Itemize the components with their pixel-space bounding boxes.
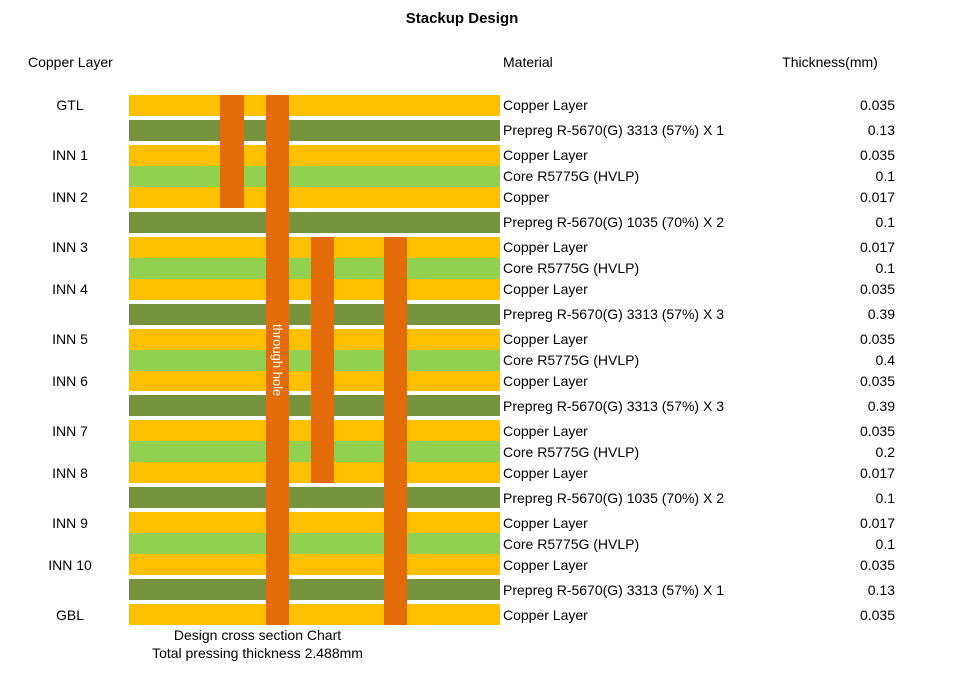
layer-row-label: INN 4 [52,281,88,298]
thickness-value: 0.035 [859,147,895,164]
footer-total-thickness: Total pressing thickness 2.488mm [152,645,363,661]
material-label: Copper Layer [503,281,588,298]
material-label: Copper Layer [503,514,588,531]
thickness-value: 0.4 [875,352,895,369]
layer-row-label: GTL [56,97,84,114]
layer-band-prepreg [129,487,500,509]
thickness-value: 0.017 [859,464,895,481]
column-header-thickness: Thickness(mm) [782,54,878,70]
layer-row-label: INN 10 [48,556,92,573]
layer-band-prepreg [129,579,500,601]
thickness-value: 0.035 [859,331,895,348]
material-label: Copper Layer [503,239,588,256]
material-label: Copper Layer [503,97,588,114]
thickness-value: 0.13 [867,581,895,598]
layer-row-label: INN 8 [52,464,88,481]
material-label: Copper Layer [503,556,588,573]
layer-band-copper [129,554,500,576]
column-header-copper-layer: Copper Layer [28,54,113,70]
layer-band-prepreg [129,211,500,233]
thickness-value: 0.1 [875,214,895,231]
footer-caption: Design cross section Chart [173,627,342,643]
thickness-value: 0.017 [859,239,895,256]
layer-band-copper [129,144,500,166]
thickness-value: 0.035 [859,281,895,298]
layer-row-label: INN 1 [52,147,88,164]
thickness-value: 0.017 [859,189,895,206]
thickness-value: 0.1 [875,535,895,552]
material-label: Prepreg R-5670(G) 3313 (57%) X 1 [503,581,724,598]
layer-row-label: GBL [55,606,84,623]
thickness-value: 0.2 [875,443,895,460]
chart-title: Stackup Design [405,10,519,27]
material-label: Prepreg R-5670(G) 1035 (70%) X 2 [503,214,724,231]
column-header-material: Material [503,54,553,70]
thickness-value: 0.035 [859,422,895,439]
material-label: Prepreg R-5670(G) 1035 (70%) X 2 [503,489,724,506]
material-label: Copper Layer [503,464,588,481]
thickness-value: 0.39 [867,397,895,414]
thickness-value: 0.035 [859,97,895,114]
layer-band-copper [129,186,500,208]
layer-band-prepreg [129,119,500,141]
thickness-value: 0.035 [859,372,895,389]
material-label: Prepreg R-5670(G) 3313 (57%) X 1 [503,122,724,139]
material-label: Core R5775G (HVLP) [503,535,640,552]
material-label: Copper [503,189,549,206]
blind-via-top-bar [220,95,244,208]
layer-band-copper [129,95,500,116]
material-label: Core R5775G (HVLP) [503,443,640,460]
material-label: Prepreg R-5670(G) 3313 (57%) X 3 [503,397,724,414]
thickness-value: 0.035 [859,556,895,573]
material-label: Copper Layer [503,606,588,623]
layer-row-label: INN 7 [52,422,88,439]
layer-band-core [129,533,500,555]
material-label: Copper Layer [503,422,588,439]
through-hole-bar: through hole [266,95,289,626]
thickness-value: 0.13 [867,122,895,139]
material-label: Copper Layer [503,331,588,348]
layer-band-copper [129,512,500,534]
through-hole-label: through hole [270,323,285,397]
material-label: Core R5775G (HVLP) [503,260,640,277]
layer-row-label: INN 9 [52,514,88,531]
thickness-value: 0.1 [875,260,895,277]
material-label: Copper Layer [503,372,588,389]
layer-row-label: INN 3 [52,239,88,256]
thickness-value: 0.39 [867,306,895,323]
thickness-value: 0.017 [859,514,895,531]
layer-row-label: INN 5 [52,331,88,348]
thickness-value: 0.1 [875,489,895,506]
material-label: Core R5775G (HVLP) [503,352,640,369]
blind-via-bottom-bar [384,236,407,626]
layer-row-label: INN 6 [52,372,88,389]
material-label: Copper Layer [503,147,588,164]
layer-band-copper [129,604,500,626]
buried-via-mid-bar [311,236,334,484]
layer-row-label: INN 2 [52,189,88,206]
layer-band-core [129,165,500,187]
thickness-value: 0.1 [875,168,895,185]
material-label: Prepreg R-5670(G) 3313 (57%) X 3 [503,306,724,323]
thickness-value: 0.035 [859,606,895,623]
material-label: Core R5775G (HVLP) [503,168,640,185]
